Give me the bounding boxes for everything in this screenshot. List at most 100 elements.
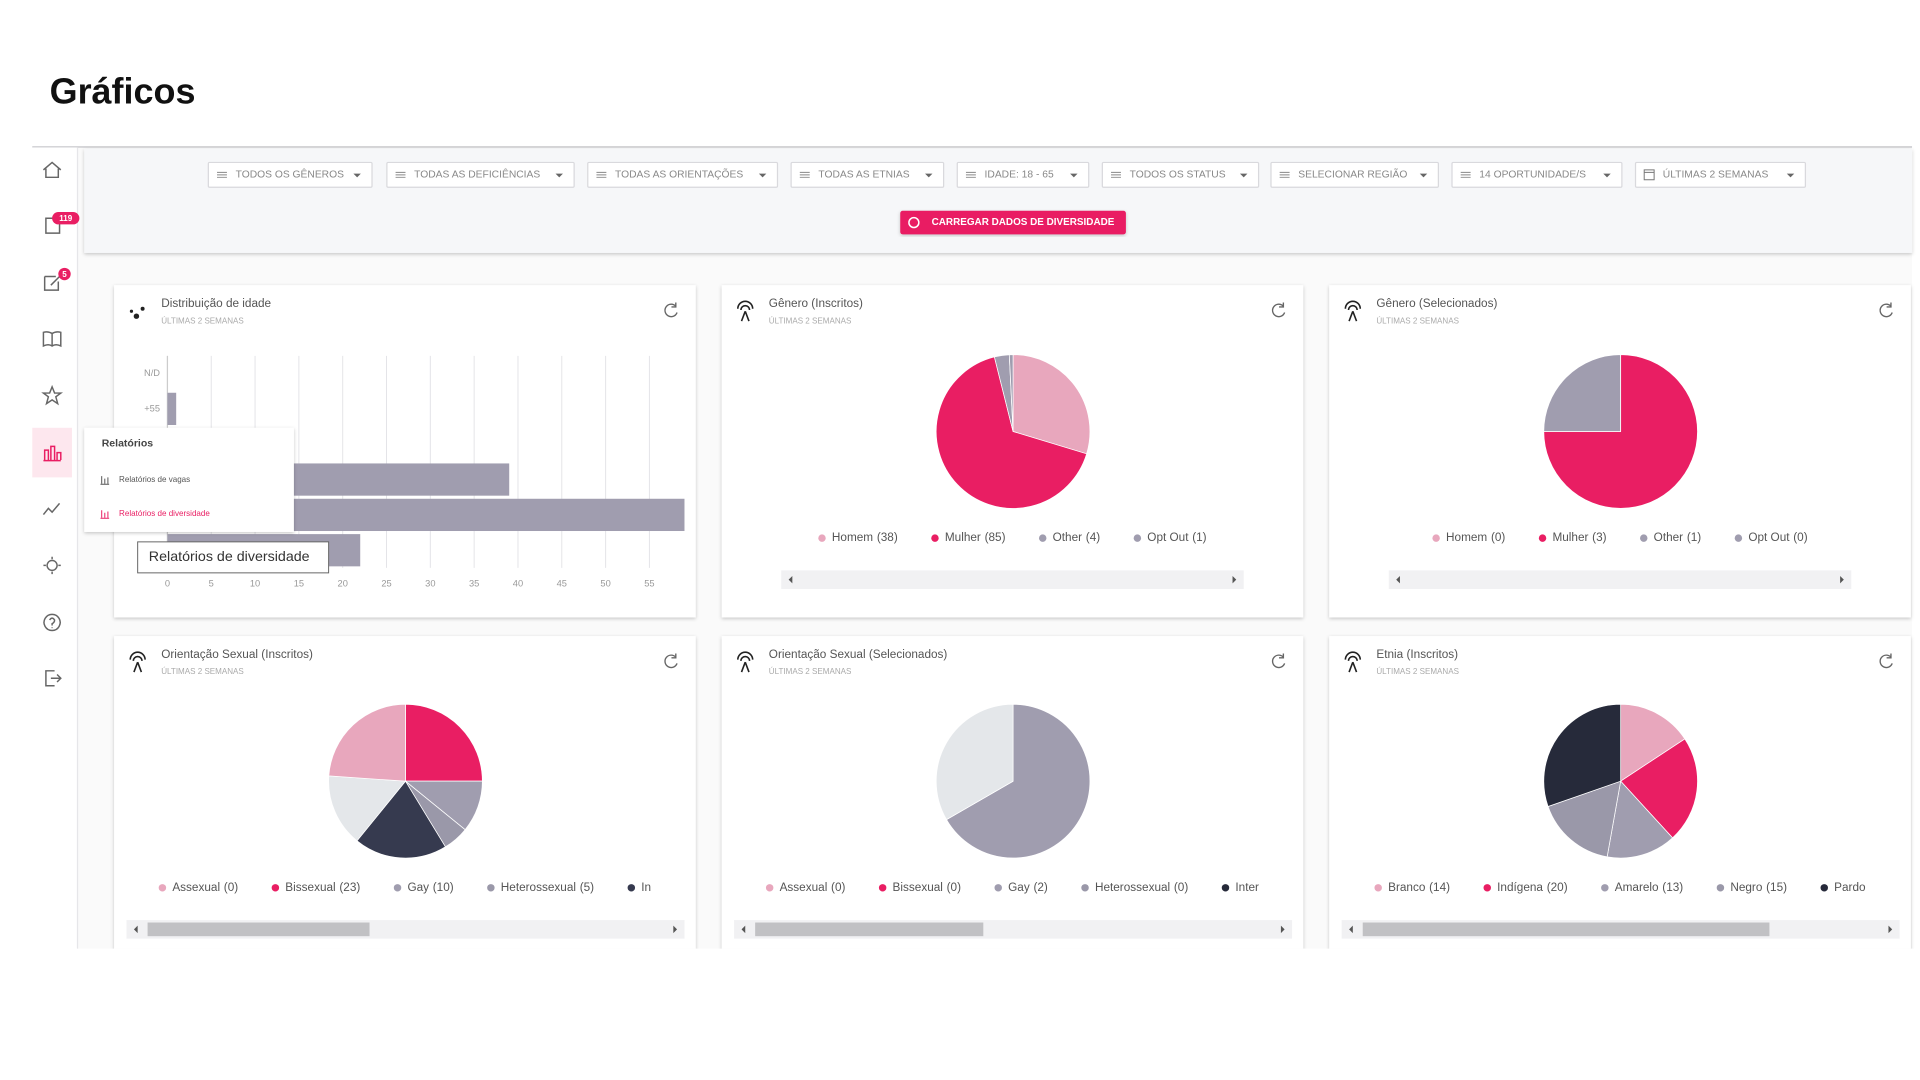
menu-item-label: Relatórios de diversidade: [119, 509, 210, 518]
list-icon: [799, 171, 810, 178]
filter-dropdown[interactable]: TODAS AS ORIENTAÇÕES: [587, 161, 779, 188]
legend-marker: [1133, 534, 1142, 542]
legend-value: (0): [947, 881, 961, 894]
legend-label: In: [641, 881, 651, 894]
x-tick-label: 45: [557, 578, 567, 588]
y-tick-label: +55: [144, 403, 160, 413]
list-icon: [1279, 171, 1290, 178]
pie-slice: [1547, 780, 1622, 858]
dropdown-caret: [1419, 173, 1428, 178]
legend-item[interactable]: Homem (0): [1432, 531, 1505, 544]
legend-item[interactable]: Bissexual (0): [878, 881, 961, 894]
legend-marker: [1038, 534, 1047, 542]
legend-marker: [271, 884, 280, 892]
book-icon[interactable]: [42, 331, 62, 348]
logout-icon[interactable]: [45, 670, 62, 687]
dropdown-box: [1101, 161, 1260, 188]
legend-item[interactable]: Opt Out (0): [1734, 531, 1808, 544]
legend-item[interactable]: Heterossexual (0): [1081, 881, 1188, 894]
help-icon[interactable]: [43, 613, 61, 632]
icon-shape: [41, 384, 64, 406]
legend-item[interactable]: Inter: [1221, 881, 1259, 894]
legend-marker: [1483, 884, 1491, 892]
home-icon[interactable]: [42, 161, 62, 179]
button-icon: [908, 216, 920, 229]
filter-dropdown[interactable]: IDADE: 18 - 65: [956, 161, 1090, 188]
refresh-icon[interactable]: [1879, 302, 1893, 318]
legend-marker: [1374, 884, 1382, 892]
legend-value: (0): [224, 881, 238, 894]
edit-icon[interactable]: [43, 275, 61, 291]
icon-shape: [42, 331, 62, 348]
filter-dropdown[interactable]: TODOS OS STATUS: [1101, 161, 1260, 188]
menu-item[interactable]: Relatórios de diversidade: [100, 509, 210, 519]
legend-item[interactable]: Assexual (0): [765, 881, 846, 894]
legend-label: Gay: [407, 881, 429, 894]
legend-item[interactable]: Branco (14): [1374, 881, 1450, 894]
chart-card: Orientação Sexual (Inscritos) ÚLTIMAS 2 S…: [114, 636, 696, 949]
legend-label: Other: [1654, 531, 1684, 544]
legend-marker: [1734, 534, 1743, 542]
legend-item[interactable]: Gay (2): [994, 881, 1048, 894]
scrollbar[interactable]: [1341, 920, 1900, 939]
card-title: Etnia (Inscritos): [1376, 648, 1458, 661]
list-icon: [217, 171, 227, 178]
legend-item[interactable]: Mulher (85): [931, 531, 1006, 544]
settings-icon[interactable]: [43, 556, 61, 575]
legend-item[interactable]: Other (1): [1640, 531, 1701, 544]
sidebar: [32, 147, 77, 949]
filter-dropdown[interactable]: TODOS OS GÊNEROS: [207, 161, 373, 188]
refresh-icon[interactable]: [1271, 302, 1286, 318]
card-subtitle: ÚLTIMAS 2 SEMANAS: [769, 667, 852, 676]
legend-value: (2): [1033, 881, 1047, 894]
refresh-icon[interactable]: [664, 302, 678, 318]
filter-dropdown[interactable]: ÚLTIMAS 2 SEMANAS: [1634, 161, 1807, 188]
refresh-icon[interactable]: [664, 653, 678, 669]
list-icon: [1460, 171, 1471, 178]
dropdown-label: IDADE: 18 - 65: [985, 170, 1054, 181]
menu-item[interactable]: Relatórios de vagas: [100, 475, 190, 485]
dropdown-caret: [1603, 173, 1611, 178]
pie-slice: [1012, 354, 1091, 455]
load-button[interactable]: CARREGAR DADOS DE DIVERSIDADE: [900, 210, 1126, 235]
legend-item[interactable]: Assexual (0): [158, 881, 239, 894]
legend-item[interactable]: Gay (10): [393, 881, 454, 894]
tooltip-text: Relatórios de diversidade: [149, 549, 310, 565]
legend-marker: [627, 884, 636, 892]
card-subtitle: ÚLTIMAS 2 SEMANAS: [1376, 667, 1459, 676]
filter-dropdown[interactable]: SELECIONAR REGIÃO: [1270, 161, 1439, 188]
chart-card: Gênero (Selecionados) ÚLTIMAS 2 SEMANAS Ho…: [1329, 285, 1911, 618]
reports-icon[interactable]: [32, 427, 72, 478]
scrollbar[interactable]: [734, 920, 1293, 939]
legend-item[interactable]: Mulher (3): [1538, 531, 1607, 544]
scroll-left: [1396, 575, 1400, 584]
legend-item[interactable]: Indígena (20): [1483, 881, 1568, 894]
menu-item-label: Relatórios de vagas: [119, 475, 190, 484]
filter-dropdown[interactable]: TODAS AS DEFICIÊNCIAS: [386, 161, 575, 188]
legend-marker: [1640, 534, 1648, 542]
filter-dropdown[interactable]: TODAS AS ETNIAS: [790, 161, 945, 188]
legend-item[interactable]: Other (4): [1038, 531, 1100, 544]
refresh-icon[interactable]: [1879, 653, 1893, 669]
filter-dropdown[interactable]: 14 OPORTUNIDADE/S: [1451, 161, 1623, 188]
scrollbar[interactable]: [1388, 570, 1852, 589]
scrollbar[interactable]: [126, 920, 685, 939]
scrollbar[interactable]: [781, 570, 1244, 589]
legend-item[interactable]: In: [627, 881, 651, 894]
reports-menu: Relatórios Relatórios de vagas Relatórios …: [84, 427, 294, 532]
refresh-icon[interactable]: [1271, 653, 1286, 669]
legend-item[interactable]: Homem (38): [818, 531, 898, 544]
dropdown-caret: [1786, 173, 1795, 178]
legend-item[interactable]: Heterossexual (5): [487, 881, 594, 894]
x-tick-label: 0: [165, 578, 170, 588]
scroll-track: [781, 570, 1244, 589]
legend-item[interactable]: Opt Out (1): [1133, 531, 1207, 544]
trend-icon[interactable]: [42, 502, 61, 516]
star-icon[interactable]: [41, 384, 64, 406]
legend-item[interactable]: Bissexual (23): [271, 881, 361, 894]
legend-item[interactable]: Amarelo (13): [1601, 881, 1683, 894]
legend-item[interactable]: Pardo: [1820, 881, 1866, 894]
legend-item[interactable]: Negro (15): [1716, 881, 1787, 894]
x-tick-label: 25: [381, 578, 391, 588]
